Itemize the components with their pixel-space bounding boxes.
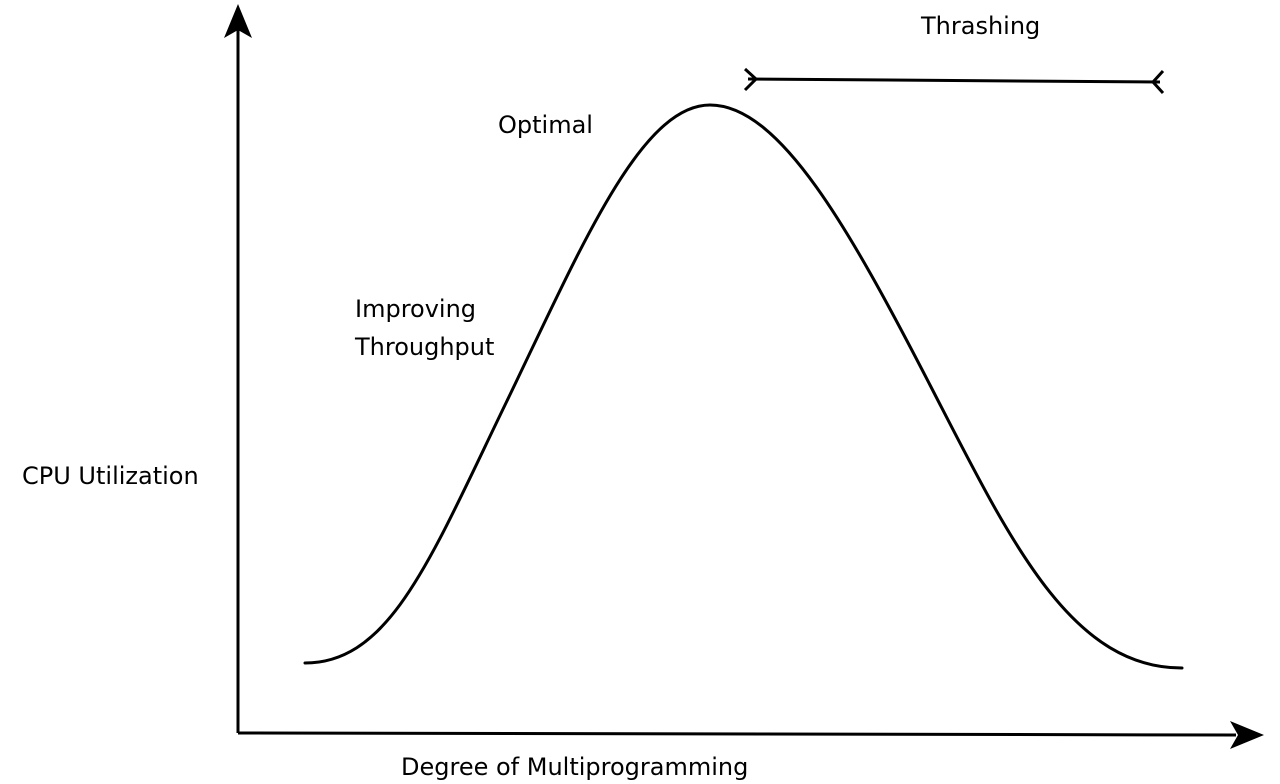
x-axis-arrowhead (1230, 721, 1264, 749)
x-axis-line (237, 731, 1237, 737)
utilization-curve (303, 103, 1184, 670)
x-axis-label: Degree of Multiprogramming (401, 753, 748, 781)
optimal-label: Optimal (498, 111, 593, 139)
y-axis-arrowhead (224, 4, 252, 38)
improving-throughput-label-line1: Improving (355, 295, 476, 323)
y-axis-label: CPU Utilization (22, 462, 199, 490)
thrashing-range-right-tick (1150, 69, 1165, 95)
thrashing-range-line (747, 77, 1161, 84)
improving-throughput-label-line2: Throughput (354, 333, 494, 361)
thrashing-range-left-tick (743, 67, 759, 92)
thrashing-label: Thrashing (920, 12, 1040, 40)
